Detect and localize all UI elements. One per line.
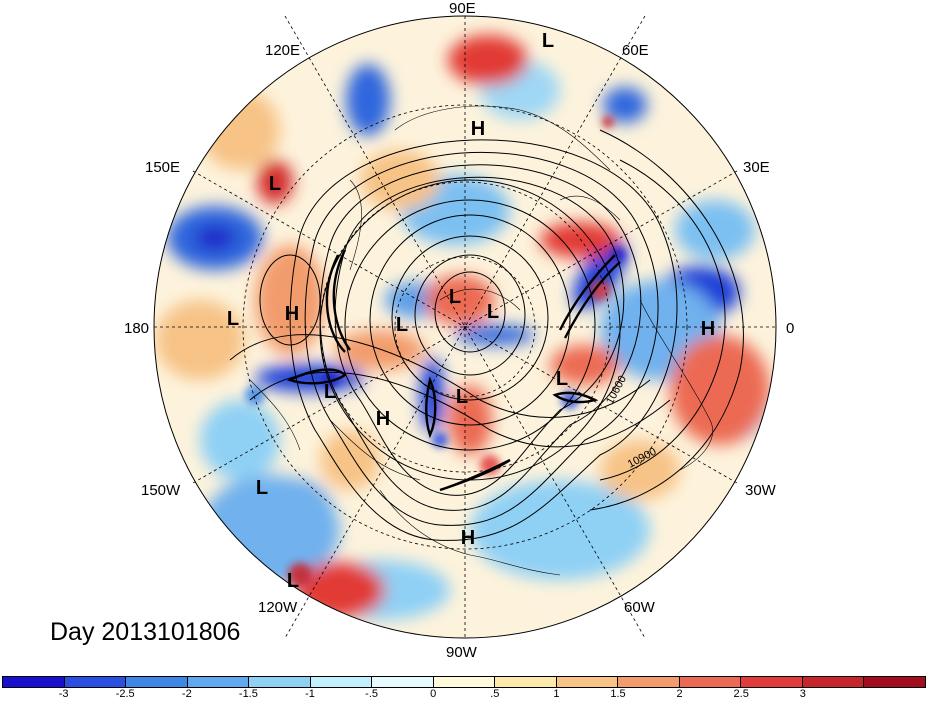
- lon-label-30e: 30E: [743, 159, 770, 176]
- colorbar-cell-6: [372, 677, 434, 687]
- lon-label-150w: 150W: [141, 482, 181, 499]
- colorbar: [2, 676, 926, 688]
- colorbar-cell-11: [679, 677, 742, 687]
- colorbar-tick-label: -3: [58, 688, 69, 700]
- pressure-center-13: L: [256, 477, 268, 499]
- colorbar-cell-9: [556, 677, 619, 687]
- pressure-center-6: L: [487, 301, 499, 323]
- pressure-center-1: H: [471, 118, 485, 140]
- colorbar-cell-7: [433, 677, 496, 687]
- pressure-center-8: L: [324, 381, 336, 403]
- pressure-center-labels: L H L H L L L L L L H L H L H L: [227, 30, 715, 592]
- lon-label-60w: 60W: [624, 599, 655, 616]
- pressure-center-0: L: [542, 30, 554, 52]
- lon-label-180: 180: [124, 320, 150, 337]
- lon-label-90e: 90E: [449, 0, 476, 17]
- colorbar-tick-label: -.5: [365, 688, 379, 700]
- colorbar-tick-labels: -3 -2.5 -2 -1.5 -1 -.5 0 .5 1 1.5 2 2.5 3: [0, 688, 928, 702]
- colorbar-tick-label: 1: [553, 688, 560, 700]
- lon-label-30w: 30W: [745, 482, 776, 499]
- colorbar-tick-label: 2: [676, 688, 683, 700]
- geopotential-contours: [229, 129, 744, 541]
- coastlines: [249, 105, 713, 576]
- pressure-center-16: L: [287, 570, 299, 592]
- colorbar-cell-4: [249, 677, 311, 687]
- colorbar-cell-3: [187, 677, 250, 687]
- lon-label-60e: 60E: [622, 42, 649, 59]
- colorbar-tick-label: -1: [305, 688, 315, 700]
- colorbar-tick-label: .5: [490, 688, 500, 700]
- colorbar-tick-label: -2: [181, 688, 192, 700]
- anomaly-speckle: [245, 116, 626, 587]
- colorbar-cell-10: [618, 677, 680, 687]
- colorbar-tick-label: 2.5: [733, 688, 749, 700]
- jet-streaks: [286, 249, 621, 492]
- lon-label-90w: 90W: [446, 644, 477, 661]
- lon-label-0: 0: [786, 320, 795, 337]
- colorbar-cell-1: [64, 677, 127, 687]
- pressure-center-10: H: [376, 408, 390, 430]
- colorbar-tick-label: 0: [430, 688, 437, 700]
- graticule: [154, 15, 776, 639]
- map-title: Day 2013101806: [50, 618, 241, 646]
- colorbar-tick-label: -1.5: [238, 688, 258, 700]
- colorbar-cell-12: [741, 677, 803, 687]
- lon-label-150e: 150E: [145, 159, 181, 176]
- polar-stereographic-map: L H L H L L L L L L H L H L H L 10600 10…: [153, 15, 777, 639]
- pressure-center-5: L: [449, 286, 461, 308]
- colorbar-tick-label: -2.5: [115, 688, 135, 700]
- pressure-center-3: H: [285, 303, 299, 325]
- pressure-center-9: L: [456, 386, 468, 408]
- map-boundary: [153, 15, 777, 639]
- colorbar-cell-5: [310, 677, 373, 687]
- pressure-center-7: L: [396, 314, 408, 336]
- lon-label-120w: 120W: [258, 599, 298, 616]
- lon-label-120e: 120E: [265, 42, 301, 59]
- pressure-center-2: L: [269, 173, 281, 195]
- colorbar-tick-label: 3: [799, 688, 806, 700]
- colorbar-tick-label: 1.5: [610, 688, 626, 700]
- pressure-center-14: H: [461, 527, 475, 549]
- colorbar-cell-8: [495, 677, 557, 687]
- colorbar-cell-0: [3, 677, 65, 687]
- colorbar-cell-13: [802, 677, 865, 687]
- colorbar-cell-14: [864, 677, 925, 687]
- pressure-center-11: L: [556, 368, 568, 390]
- pressure-center-4: L: [227, 308, 239, 330]
- pressure-center-12: H: [701, 318, 715, 340]
- colorbar-cell-2: [126, 677, 188, 687]
